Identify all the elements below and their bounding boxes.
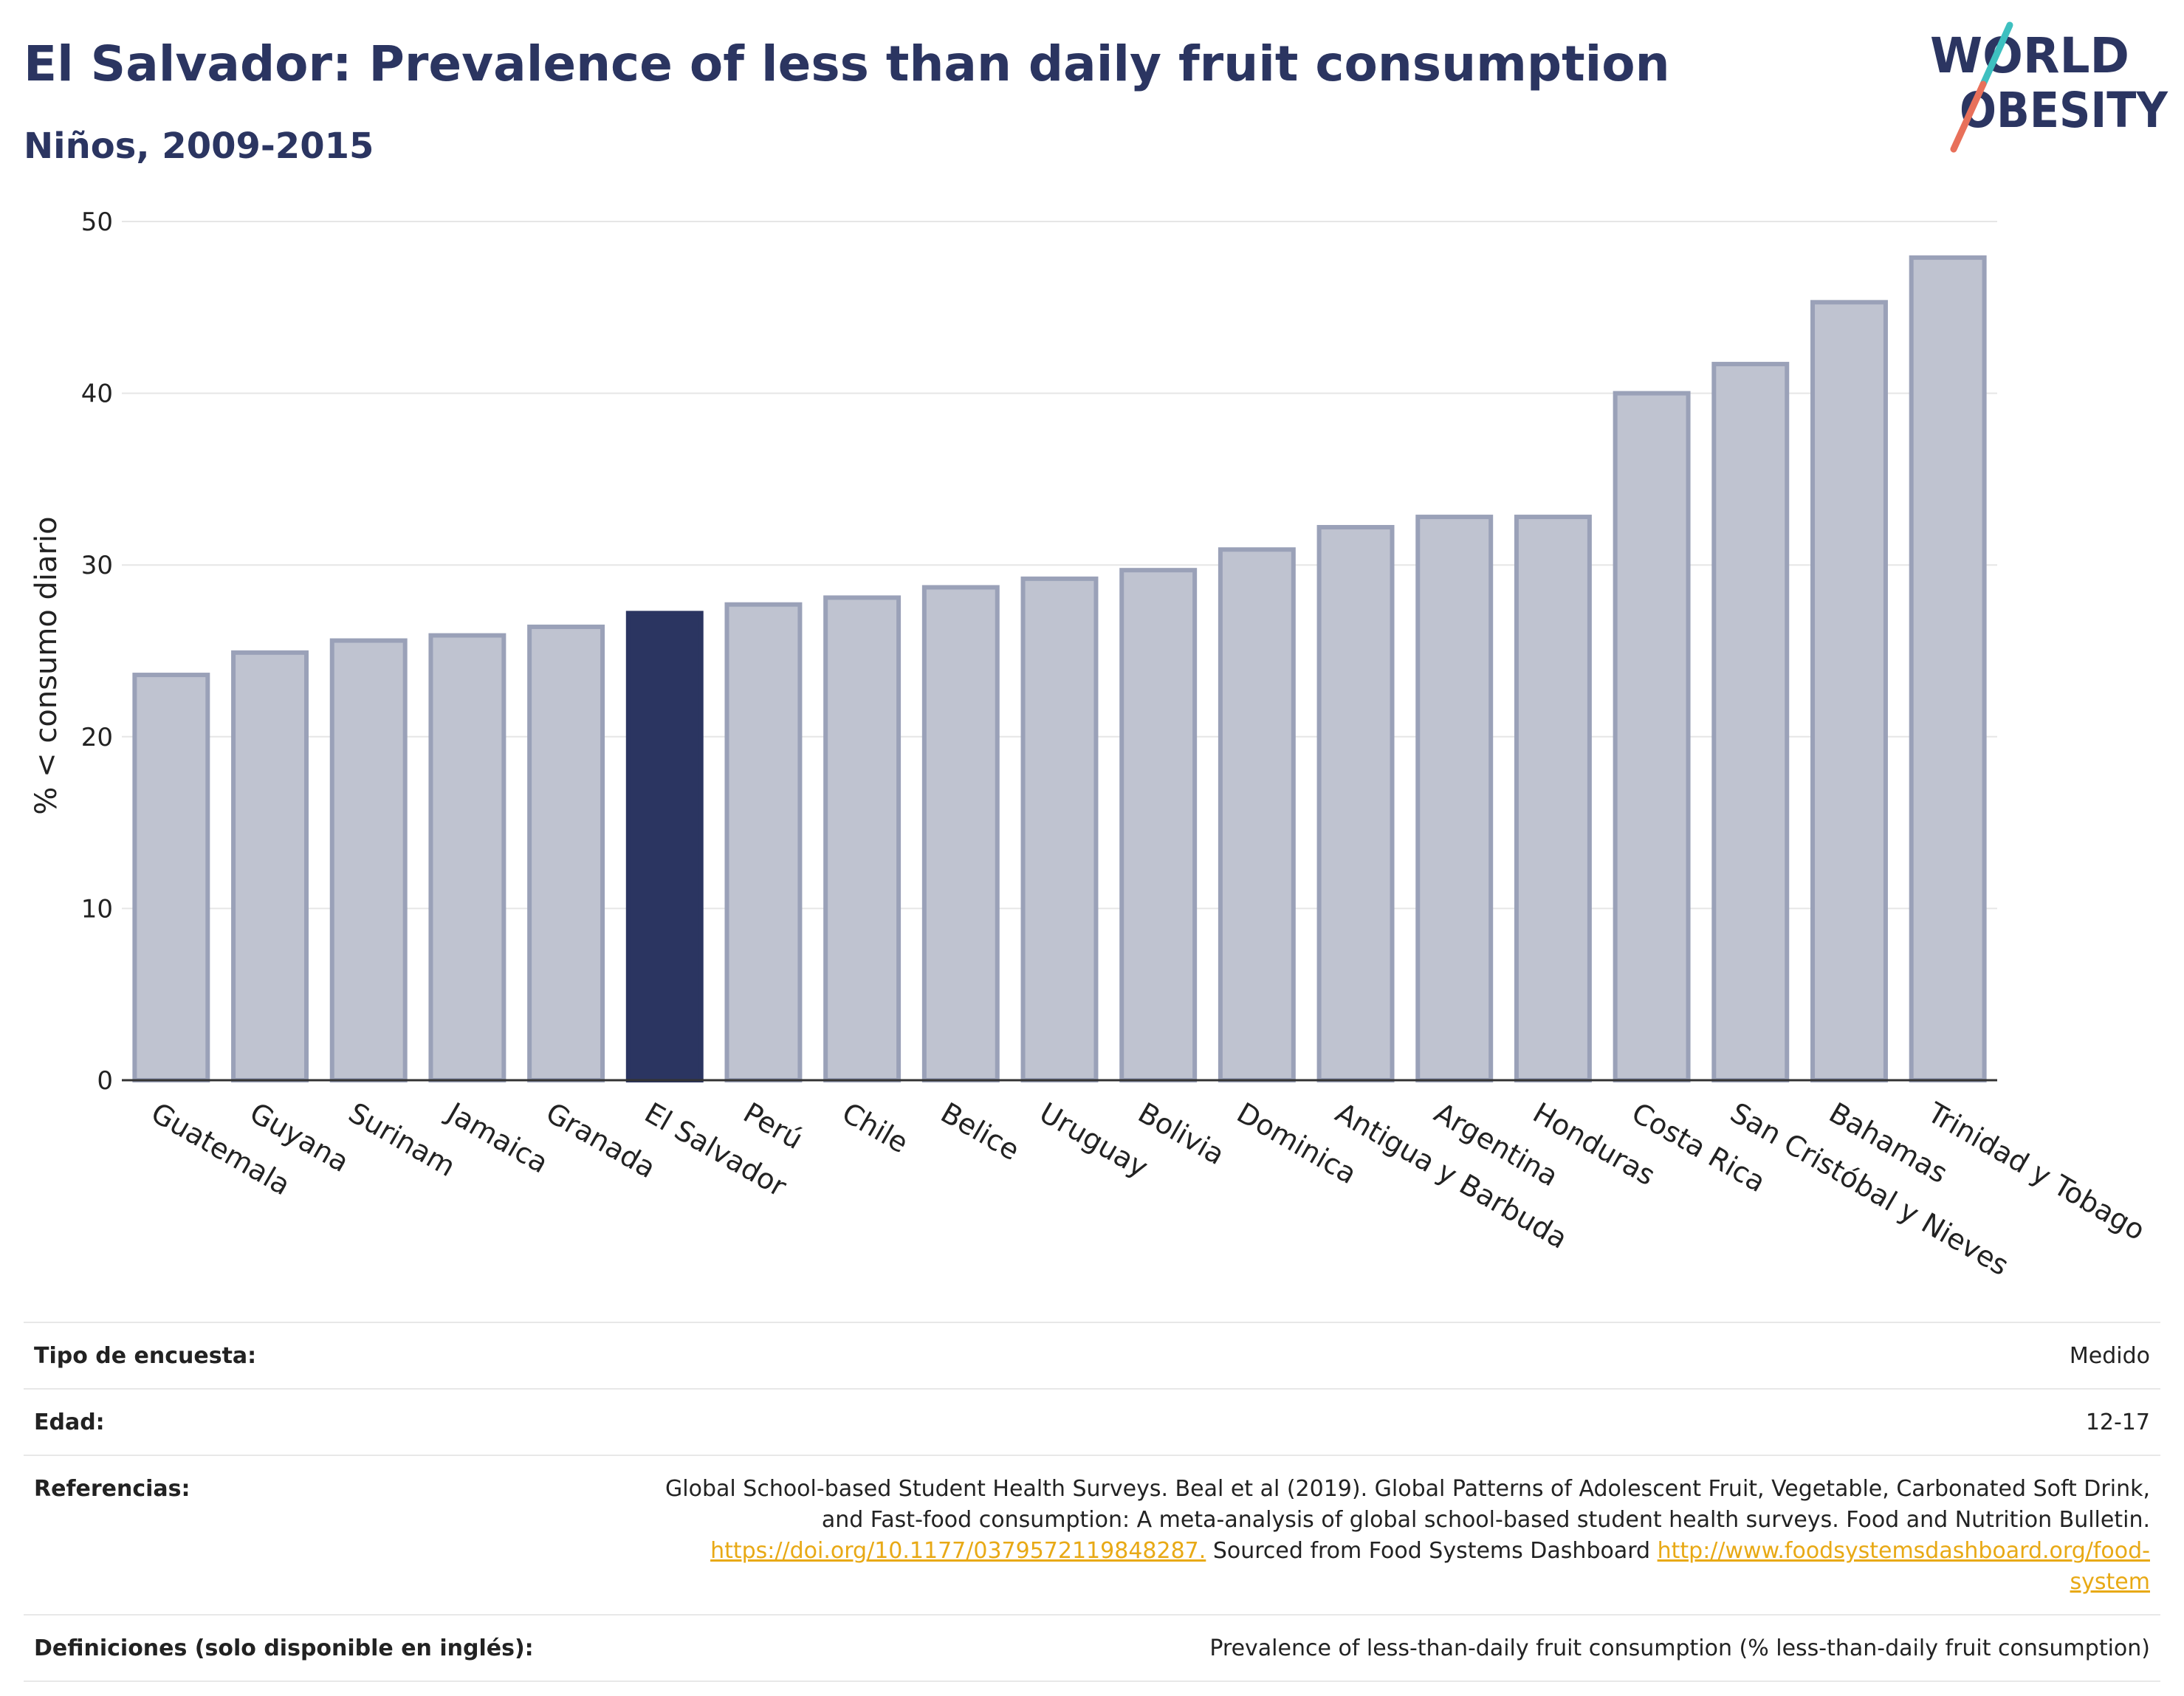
bar-honduras	[1514, 515, 1592, 1082]
bar-guyana	[231, 650, 309, 1082]
x-tick-label: Perú	[738, 1096, 808, 1156]
references-line-1: Global School-based Student Health Surve…	[665, 1476, 2150, 1502]
x-tick-label: Jamaica	[441, 1096, 554, 1180]
age-row: Edad: 12-17	[24, 1390, 2160, 1456]
page-title: El Salvador: Prevalence of less than dai…	[24, 35, 1670, 92]
definitions-value: Prevalence of less-than-daily fruit cons…	[1209, 1635, 2150, 1661]
bars	[132, 255, 1987, 1083]
bar-el-salvador	[625, 611, 704, 1082]
bar-chart: 0 10 20 30 40 50 GuatemalaGuyanaSurinamJamaic…	[30, 207, 2151, 1283]
survey-type-row: Tipo de encuesta: Medido	[24, 1323, 2160, 1390]
references-source-text: Sourced from Food Systems Dashboard	[1206, 1538, 1658, 1564]
references-line-3: https://doi.org/10.1177/0379572119848287…	[220, 1536, 2150, 1567]
x-tick-label: Surinam	[343, 1096, 461, 1183]
logo-text-obesity: OBESITY	[1960, 82, 2168, 139]
bar-dominica	[1218, 547, 1296, 1082]
references-line-2: and Fast-food consumption: A meta-analys…	[821, 1507, 2150, 1533]
references-value: Global School-based Student Health Surve…	[220, 1474, 2150, 1598]
definitions-label: Definiciones (solo disponible en inglés)…	[34, 1635, 534, 1661]
dashboard-link-continued[interactable]: system	[2070, 1569, 2150, 1595]
x-tick-label: Belice	[935, 1096, 1025, 1167]
bar-jamaica	[428, 633, 506, 1082]
y-tick-label: 0	[97, 1066, 113, 1096]
world-obesity-logo: WORLD OBESITY	[1927, 21, 2171, 154]
bar-guatemala	[132, 673, 210, 1082]
bar-bolivia	[1119, 568, 1198, 1082]
bar-san-cristóbal-y-nieves	[1711, 362, 1790, 1083]
page-subtitle: Niños, 2009-2015	[24, 126, 374, 167]
age-value: 12-17	[2085, 1410, 2150, 1435]
x-tick-label: Uruguay	[1034, 1096, 1154, 1184]
bar-granada	[527, 624, 605, 1082]
y-tick-label: 30	[81, 551, 113, 580]
bar-perú	[724, 602, 803, 1082]
references-label: Referencias:	[34, 1476, 190, 1502]
y-tick-label: 10	[81, 894, 113, 924]
logo-text-world: WORLD	[1930, 27, 2129, 84]
references-line-4: system	[220, 1567, 2150, 1598]
bar-belice	[921, 585, 1000, 1082]
y-axis-label: % < consumo diario	[30, 516, 63, 814]
bar-costa-rica	[1613, 391, 1691, 1082]
bar-chile	[823, 595, 902, 1082]
definitions-row: Definiciones (solo disponible en inglés)…	[24, 1616, 2160, 1682]
y-tick-label: 40	[81, 380, 113, 409]
bar-trinidad-y-tobago	[1909, 255, 1987, 1083]
bar-bahamas	[1810, 300, 1888, 1082]
y-tick-label: 50	[81, 207, 113, 237]
x-tick-label: Chile	[837, 1096, 913, 1160]
metadata-table: Tipo de encuesta: Medido Edad: 12-17 Ref…	[24, 1322, 2160, 1682]
doi-link[interactable]: https://doi.org/10.1177/0379572119848287…	[710, 1538, 1206, 1564]
logo-slash-top	[1979, 21, 2013, 88]
bar-argentina	[1415, 515, 1494, 1082]
survey-type-value: Medido	[2069, 1343, 2150, 1369]
logo-slash-bottom	[1950, 80, 1987, 153]
logo-graphic: WORLD OBESITY	[1930, 21, 2168, 153]
survey-type-label: Tipo de encuesta:	[34, 1343, 257, 1369]
y-tick-label: 20	[81, 723, 113, 752]
y-axis-ticks: 0 10 20 30 40 50	[81, 207, 113, 1096]
bar-antigua-y-barbuda	[1316, 525, 1395, 1082]
age-label: Edad:	[34, 1410, 105, 1435]
x-tick-label: Granada	[540, 1096, 661, 1185]
bar-surinam	[329, 638, 408, 1082]
references-row: Referencias: Global School-based Student…	[24, 1456, 2160, 1616]
bar-uruguay	[1020, 576, 1099, 1082]
dashboard-link[interactable]: http://www.foodsystemsdashboard.org/food…	[1657, 1538, 2150, 1564]
